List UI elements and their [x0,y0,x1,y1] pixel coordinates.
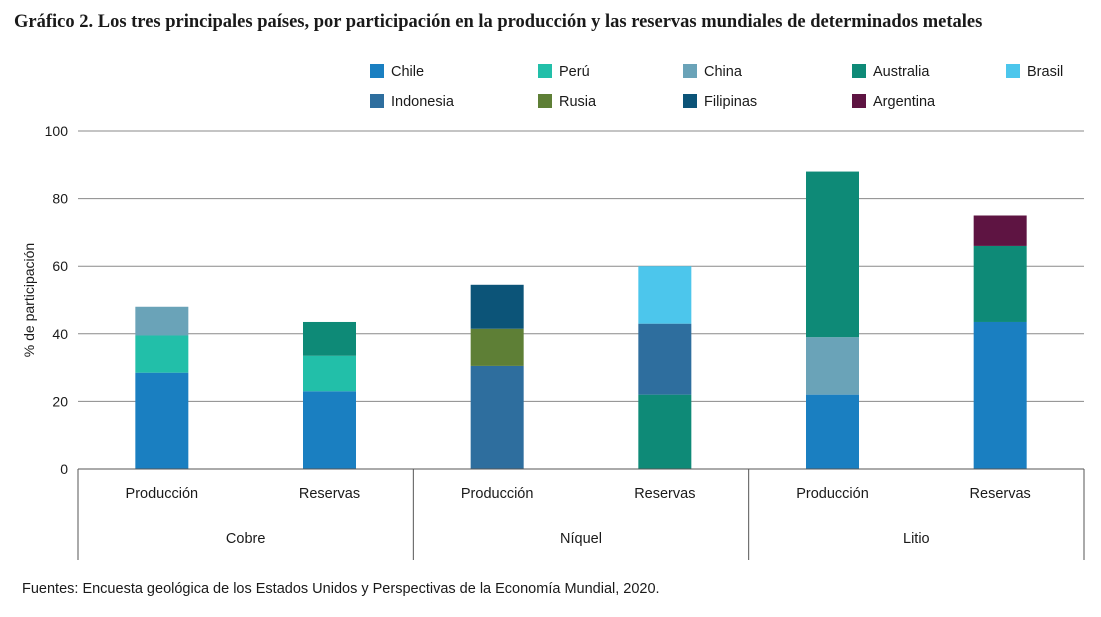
legend-label-argentina: Argentina [873,94,936,110]
bar-indonesia-niquel-reservas [638,323,692,395]
x-group-label: Níquel [560,531,602,547]
legend-swatch-australia [852,64,866,78]
bar-australia-niquel-reservas [638,394,692,469]
x-category-label: Producción [126,486,199,502]
chart-title: Gráfico 2. Los tres principales países, … [14,12,983,32]
legend-swatch-china [683,64,697,78]
y-tick-label: 40 [52,326,68,342]
legend-label-rusia: Rusia [559,94,597,110]
bar-argentina-litio-reservas [973,215,1027,246]
legend-swatch-brasil [1006,64,1020,78]
bar-brasil-niquel-reservas [638,266,692,324]
bar-chile-litio-produccion [806,394,859,469]
legend-swatch-filipinas [683,94,697,108]
bar-chile-cobre-reservas [303,391,356,469]
bar-china-cobre-produccion [135,306,189,336]
bar-australia-litio-reservas [973,245,1027,322]
legend-label-chile: Chile [391,64,424,80]
bar-filipinas-niquel-produccion [470,284,524,329]
x-category-label: Producción [461,486,534,502]
bar-australia-litio-produccion [806,171,859,338]
y-tick-label: 60 [52,258,68,274]
bar-peru-cobre-produccion [135,335,189,373]
x-group-label: Litio [903,531,930,547]
legend-swatch-indonesia [370,94,384,108]
legend-swatch-argentina [852,94,866,108]
legend-swatch-peru [538,64,552,78]
bar-chile-litio-reservas [973,321,1027,469]
x-category-label: Producción [796,486,869,502]
y-tick-label: 100 [45,123,69,139]
x-category-label: Reservas [634,486,695,502]
bar-indonesia-niquel-produccion [470,365,524,469]
bar-rusia-niquel-produccion [470,328,524,366]
legend-label-brasil: Brasil [1027,64,1063,80]
legend-swatch-rusia [538,94,552,108]
y-axis-label: % de participación [21,243,37,357]
x-category-label: Reservas [970,486,1031,502]
legend-label-peru: Perú [559,64,590,80]
y-tick-label: 20 [52,393,68,409]
bar-peru-cobre-reservas [303,355,356,392]
legend-label-australia: Australia [873,64,930,80]
legend-label-indonesia: Indonesia [391,94,455,110]
y-tick-label: 0 [60,461,68,477]
legend-swatch-chile [370,64,384,78]
source-note: Fuentes: Encuesta geológica de los Estad… [22,581,660,597]
legend-label-filipinas: Filipinas [704,94,757,110]
bar-chile-cobre-produccion [135,372,189,469]
x-category-label: Reservas [299,486,360,502]
y-tick-label: 80 [52,191,68,207]
x-group-label: Cobre [226,531,266,547]
bar-china-litio-produccion [806,337,859,395]
bar-australia-cobre-reservas [303,321,356,356]
legend-label-china: China [704,64,743,80]
